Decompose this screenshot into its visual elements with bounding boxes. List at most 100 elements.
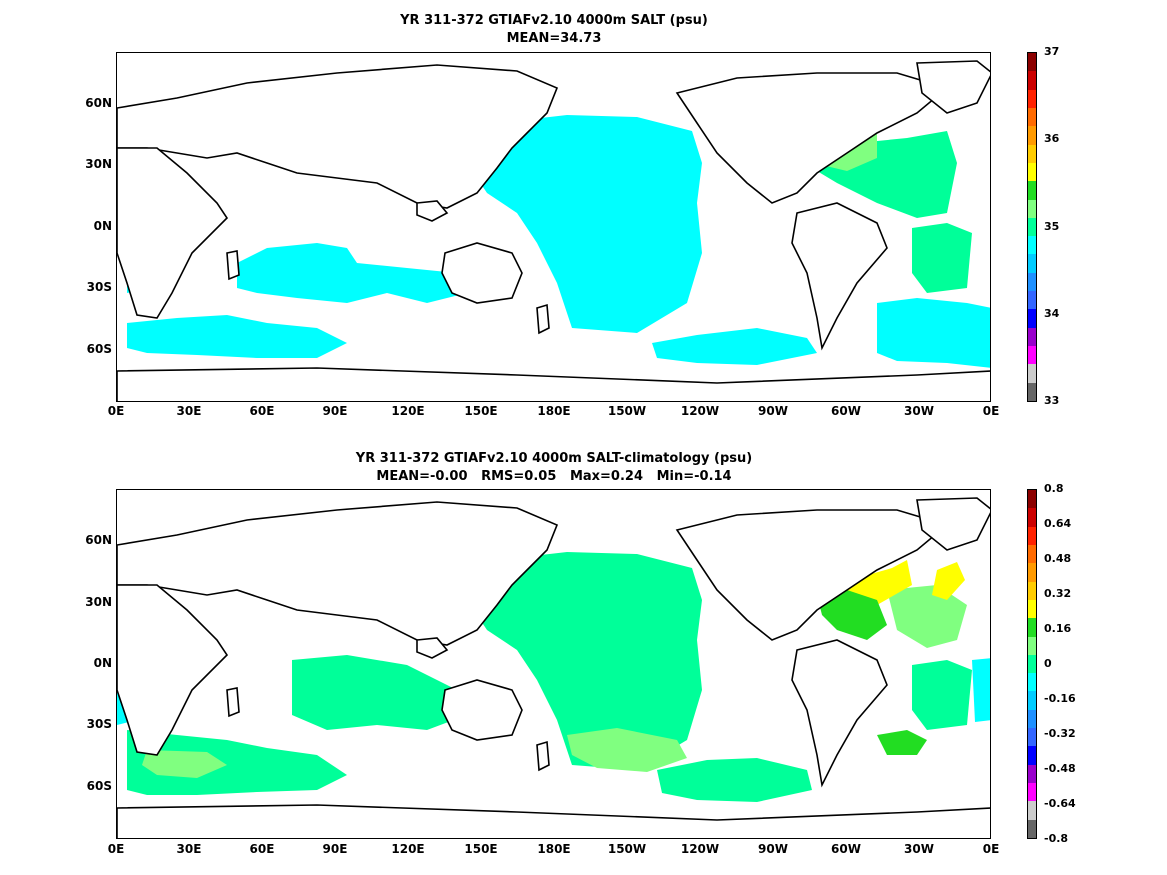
panel1-land-north-america: [675, 72, 949, 204]
panel2-title-line1: YR 311-372 GTIAFv2.10 4000m SALT-climato…: [355, 451, 753, 466]
panel1-south-atlantic-green: [912, 223, 972, 293]
panel2-colorbar-label-minus-0.16: -0.16: [1044, 692, 1076, 705]
panel2-colorbar-segment: [1028, 508, 1036, 527]
panel2-colorbar-segment: [1028, 654, 1036, 674]
panel2-xlabel-90E: 90E: [322, 842, 348, 856]
panel2-colorbar-label-0.8: 0.8: [1044, 482, 1064, 495]
panel2-colorbar-segment: [1028, 673, 1036, 692]
panel1-land: [117, 60, 990, 401]
panel1-land-africa: [117, 147, 229, 319]
panel2-title-line2: MEAN=-0.00 RMS=0.05 Max=0.24 Min=-0.14: [376, 469, 732, 484]
panel2-atlantic-green-dark: [817, 590, 887, 640]
panel2-ylabel-30N: 30N: [85, 595, 112, 609]
panel2-colorbar: [1027, 489, 1037, 839]
panel1-south-atlantic-cyan: [877, 298, 990, 368]
panel1-xlabel-0E-end: 0E: [982, 404, 1000, 418]
panel1-land-new-zealand: [536, 303, 550, 335]
panel1-land-madagascar: [226, 250, 240, 281]
panel1-xlabel-30W: 30W: [904, 404, 934, 418]
panel1-colorbar-segment: [1028, 309, 1036, 328]
panel2-land-antarctica: [117, 804, 990, 838]
panel2-xlabel-0E: 0E: [107, 842, 125, 856]
panel2-atlantic-light: [887, 585, 967, 648]
panel2-land-eurasia: [117, 501, 559, 646]
panel1-ylabel-30S: 30S: [86, 280, 112, 294]
panel2-land-indonesia: [416, 637, 449, 659]
panel1-xlabel-180E: 180E: [537, 404, 571, 418]
panel1-colorbar-segment: [1028, 254, 1036, 273]
panel1-map: [116, 52, 991, 402]
panel1-south-pacific-cyan: [652, 328, 817, 365]
panel2-xlabel-120W: 120W: [680, 842, 720, 856]
panel1-colorbar-segment: [1028, 272, 1036, 292]
panel1-ylabel-60S: 60S: [86, 342, 112, 356]
panel1-land-greenland: [916, 60, 990, 114]
panel2-colorbar-segment: [1028, 618, 1036, 637]
panel2-land-africa: [117, 584, 229, 756]
panel1-colorbar-segment: [1028, 199, 1036, 218]
panel1-colorbar-segment: [1028, 291, 1036, 310]
panel1-map-svg: [117, 60, 990, 401]
panel2-xlabel-60W: 60W: [831, 842, 861, 856]
panel2-ylabel-0N: 0N: [93, 656, 112, 670]
panel2-ylabel-30S: 30S: [86, 717, 112, 731]
panel2-south-pacific-green: [657, 758, 812, 802]
panel1-xlabel-90W: 90W: [758, 404, 788, 418]
panel2-colorbar-label-0: 0: [1044, 657, 1052, 670]
panel2-xlabel-30E: 30E: [176, 842, 202, 856]
panel2-colorbar-segment: [1028, 746, 1036, 765]
panel2-xlabel-180E: 180E: [537, 842, 571, 856]
panel1-colorbar-segment: [1028, 327, 1036, 346]
panel1-southern-cyan: [127, 315, 347, 358]
panel1-land-south-america: [791, 202, 888, 351]
panel1-xlabel-150E: 150E: [464, 404, 498, 418]
panel1-colorbar-segment: [1028, 217, 1036, 237]
panel2-colorbar-segment: [1028, 819, 1036, 838]
panel1-title-line2: MEAN=34.73: [506, 31, 602, 46]
panel1-colorbar-segment: [1028, 346, 1036, 365]
panel2-xlabel-120E: 120E: [391, 842, 425, 856]
panel2-colorbar-segment: [1028, 764, 1036, 783]
panel1-colorbar-segment: [1028, 382, 1036, 401]
panel2-southern-green: [127, 730, 347, 795]
panel1-xlabel-0E: 0E: [107, 404, 125, 418]
panel1-xlabel-120W: 120W: [680, 404, 720, 418]
panel2-xlabel-30W: 30W: [904, 842, 934, 856]
panel1-pacific-cyan: [462, 115, 702, 333]
panel1-colorbar-segment: [1028, 364, 1036, 383]
panel2-map-svg: [117, 497, 990, 838]
panel1-colorbar-segment: [1028, 236, 1036, 255]
panel2-colorbar-label-0.32: 0.32: [1044, 587, 1072, 600]
panel1-colorbar-label-35: 35: [1044, 220, 1060, 233]
panel2-land-north-america: [675, 509, 949, 641]
panel2-colorbar-segment: [1028, 709, 1036, 729]
panel1-land-antarctica: [117, 367, 990, 401]
panel1-colorbar-segment: [1028, 162, 1036, 182]
panel2-indian-green: [292, 655, 467, 730]
panel2-south-atlantic-green-dark: [877, 730, 927, 755]
panel2-ylabel-60S: 60S: [86, 779, 112, 793]
panel1-ylabel-60N: 60N: [85, 96, 112, 110]
panel1-ylabel-30N: 30N: [85, 157, 112, 171]
panel2-xlabel-0E-end: 0E: [982, 842, 1000, 856]
panel2-land-south-america: [791, 639, 888, 788]
panel2-colorbar-segment: [1028, 783, 1036, 802]
panel1-colorbar: [1027, 52, 1037, 402]
panel2-pacific-green: [462, 552, 702, 770]
panel2-colorbar-segment: [1028, 490, 1036, 509]
panel1-indian-cyan: [237, 243, 467, 303]
panel2-colorbar-segment: [1028, 544, 1036, 564]
panel2-south-pacific-light: [567, 728, 687, 772]
panel2-xlabel-90W: 90W: [758, 842, 788, 856]
panel1-xlabel-90E: 90E: [322, 404, 348, 418]
panel1-colorbar-segment: [1028, 144, 1036, 163]
panel1-xlabel-60E: 60E: [249, 404, 275, 418]
panel2-colorbar-label-minus-0.32: -0.32: [1044, 727, 1076, 740]
panel2-colorbar-segment: [1028, 801, 1036, 820]
panel2-colorbar-label-0.16: 0.16: [1044, 622, 1072, 635]
panel1-colorbar-label-34: 34: [1044, 307, 1060, 320]
panel2-land-new-zealand: [536, 740, 550, 772]
panel2-xlabel-60E: 60E: [249, 842, 275, 856]
panel1-xlabel-150W: 150W: [607, 404, 647, 418]
panel2-east-atlantic-cyan: [972, 658, 990, 722]
